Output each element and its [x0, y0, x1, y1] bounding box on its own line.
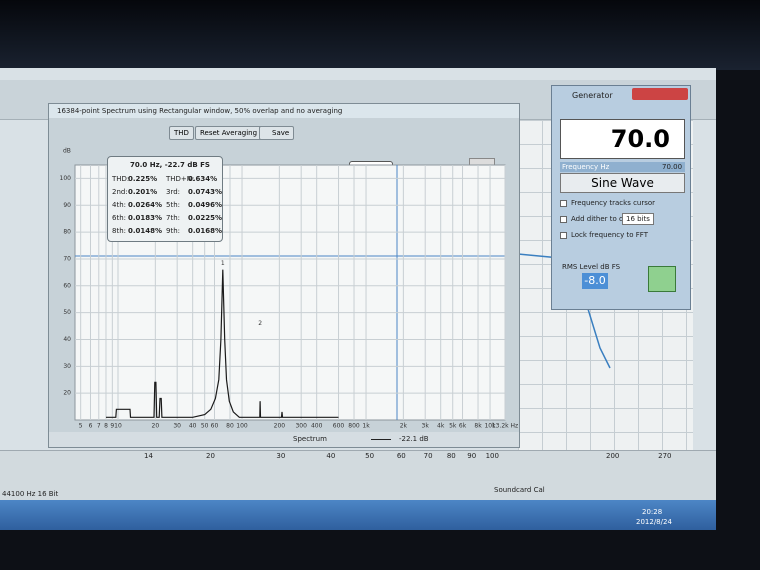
thd-cell: 3rd:: [166, 188, 181, 196]
window-title: 16384-point Spectrum using Rectangular w…: [57, 107, 343, 115]
checkbox[interactable]: [560, 216, 567, 223]
scale-label: 200: [606, 452, 620, 460]
thd-cell: 7th:: [166, 214, 180, 222]
thd-cell: 0.0496%: [188, 201, 223, 209]
scale-label: 30: [276, 452, 286, 460]
level-value[interactable]: -8.0: [582, 273, 608, 289]
scale-label: 20: [206, 452, 215, 460]
checkbox[interactable]: [560, 232, 567, 239]
bottom-panel: [0, 450, 716, 502]
thd-cell: 9th:: [166, 227, 180, 235]
thd-cell: 0.0183%: [128, 214, 163, 222]
soundcard-label: Soundcard Cal: [494, 486, 545, 494]
thd-heading: 70.0 Hz, -22.7 dB FS: [130, 161, 210, 169]
clock-time: 20:28: [642, 508, 663, 516]
save-button[interactable]: Save: [259, 126, 295, 140]
thd-cell: 0.0264%: [128, 201, 163, 209]
thd-cell: 0.201%: [128, 188, 158, 196]
thd-panel: 70.0 Hz, -22.7 dB FS THD: 0.225% THD+N: 0.6…: [107, 156, 223, 242]
legend-name: Spectrum: [293, 435, 327, 443]
legend-value: -22.1 dB: [399, 435, 429, 443]
monitor-bezel: [0, 0, 760, 70]
record-dot: [477, 166, 488, 177]
scale-label: 40: [326, 452, 336, 460]
legend-bar: [49, 432, 519, 447]
scale-label: 70: [423, 452, 433, 460]
level-label: RMS Level dB FS: [562, 263, 621, 271]
taskbar: [0, 500, 716, 530]
reset-averaging-button[interactable]: Reset Averaging: [195, 126, 263, 140]
option-label: Add dither to output: [571, 215, 643, 223]
thd-cell: 0.0743%: [188, 188, 223, 196]
thd-cell: 6th:: [112, 214, 126, 222]
waveform-select[interactable]: Sine Wave: [560, 173, 685, 193]
scale-label: 50: [365, 452, 375, 460]
scale-label: 14: [144, 452, 153, 460]
window-controls[interactable]: [632, 88, 688, 100]
thd-cell: 0.0148%: [128, 227, 163, 235]
scale-label: 270: [658, 452, 672, 460]
thd-cell: 0.0225%: [188, 214, 223, 222]
thd-cell: 2nd:: [112, 188, 128, 196]
clock-date: 2012/8/24: [636, 518, 672, 526]
scale-label: 80: [446, 452, 456, 460]
dither-select[interactable]: 16 bits: [622, 213, 654, 225]
frequency-display[interactable]: 70.0: [560, 119, 685, 159]
cursor-level: 63.8 dB: [349, 161, 393, 179]
play-button[interactable]: [648, 266, 676, 292]
scale-label: 90: [467, 452, 477, 460]
checkbox[interactable]: [560, 200, 567, 207]
thd-cell: 4th:: [112, 201, 126, 209]
title-bar: [49, 104, 519, 118]
thd-cell: 8th:: [112, 227, 126, 235]
thd-cell: 5th:: [166, 201, 180, 209]
scale-label: 100: [485, 452, 499, 460]
frequency-bar: [560, 162, 685, 172]
generator-title: Generator: [572, 91, 613, 100]
thd-cell: 0.225%: [128, 175, 158, 183]
thd-cell: 0.634%: [188, 175, 218, 183]
record-button[interactable]: [469, 158, 495, 184]
frequency-value: 70.00: [662, 163, 683, 171]
frequency-label: Frequency Hz: [562, 163, 610, 171]
legend-swatch: [371, 439, 391, 440]
option-label: Frequency tracks cursor: [571, 199, 656, 207]
thd-cell: 0.0168%: [188, 227, 223, 235]
thd-cell: THD:: [112, 175, 130, 183]
scale-label: 60: [396, 452, 406, 460]
spectrum-window: 16384-point Spectrum using Rectangular w…: [48, 103, 520, 448]
status-text: 44100 Hz 16 Bit: [2, 490, 59, 498]
option-label: Lock frequency to FFT: [571, 231, 648, 239]
thd-button[interactable]: THD: [169, 126, 194, 140]
generator-window: Generator 70.0 Frequency Hz 70.00 Sine W…: [551, 85, 691, 310]
